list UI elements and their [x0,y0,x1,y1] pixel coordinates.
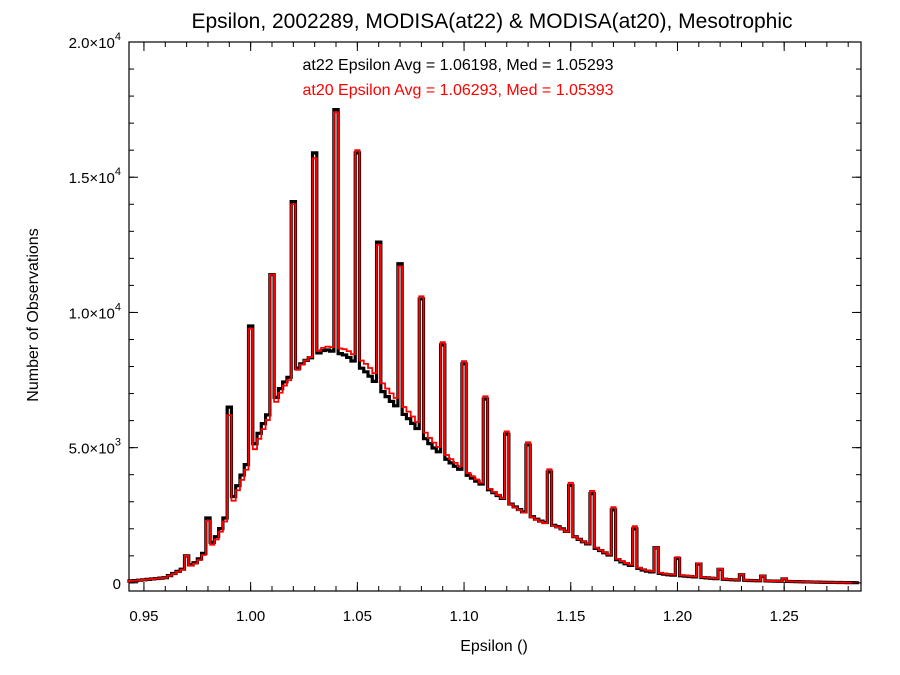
y-tick-label-exponent: 3 [115,437,121,449]
y-axis-label: Number of Observations [25,228,42,401]
y-tick-label-exponent: 4 [115,166,121,178]
y-tick-label: 1.0×104 [69,301,121,322]
x-tick-label: 1.10 [449,608,478,625]
x-axis-label: Epsilon () [460,638,528,655]
y-tick-label: 2.0×104 [69,31,121,52]
y-tick-label-mantissa: 2.0×10 [69,35,115,52]
histogram-series-at20 [128,111,859,584]
stats-annotation: at20 Epsilon Avg = 1.06293, Med = 1.0539… [302,82,613,99]
y-tick-label-mantissa: 1.0×10 [69,305,115,322]
plot-area-border [128,41,862,592]
y-tick-label-exponent: 4 [115,301,121,313]
x-tick-label: 0.95 [129,608,158,625]
chart-title: Epsilon, 2002289, MODISA(at22) & MODISA(… [191,10,792,33]
x-tick-label: 1.25 [770,608,799,625]
stats-annotation: at22 Epsilon Avg = 1.06198, Med = 1.0529… [302,57,613,74]
x-tick-label: 1.05 [343,608,372,625]
y-tick-label-mantissa: 5.0×10 [69,441,115,458]
y-tick-label-mantissa: 1.5×10 [69,170,115,187]
y-tick-label: 0 [113,576,121,593]
y-tick-label: 5.0×103 [69,437,121,458]
x-tick-label: 1.15 [556,608,585,625]
y-tick-label-exponent: 4 [115,31,121,43]
y-tick-label-mantissa: 0 [113,576,121,593]
x-tick-label: 1.00 [236,608,265,625]
x-tick-label: 1.20 [663,608,692,625]
histogram-series-at22 [127,108,859,585]
y-tick-label: 1.5×104 [69,166,121,187]
